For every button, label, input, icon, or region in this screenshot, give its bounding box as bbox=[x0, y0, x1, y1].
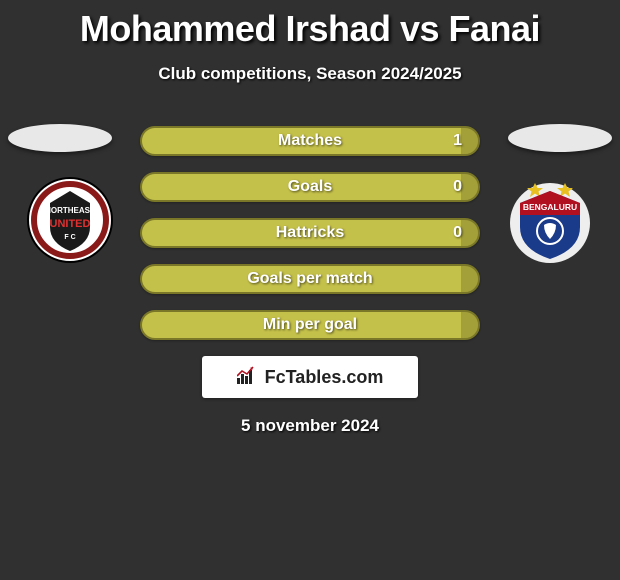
stat-label: Goals bbox=[142, 174, 478, 200]
stat-label: Hattricks bbox=[142, 220, 478, 246]
stat-value: 0 bbox=[453, 220, 462, 246]
branding-text: FcTables.com bbox=[265, 367, 384, 388]
club-badge-left: NORTHEAST UNITED F C bbox=[20, 175, 120, 265]
stat-value: 1 bbox=[453, 128, 462, 154]
club-badge-right: BENGALURU bbox=[500, 175, 600, 265]
stat-row-hattricks: Hattricks 0 bbox=[140, 218, 480, 248]
stat-value: 0 bbox=[453, 174, 462, 200]
stat-row-goals: Goals 0 bbox=[140, 172, 480, 202]
stat-label: Min per goal bbox=[142, 312, 478, 338]
svg-text:NORTHEAST: NORTHEAST bbox=[45, 206, 95, 215]
stats-container: Matches 1 Goals 0 Hattricks 0 Goals per … bbox=[140, 126, 480, 340]
stat-label: Matches bbox=[142, 128, 478, 154]
svg-text:F C: F C bbox=[64, 234, 75, 241]
date-text: 5 november 2024 bbox=[0, 416, 620, 436]
svg-text:UNITED: UNITED bbox=[50, 218, 91, 230]
branding-badge: FcTables.com bbox=[202, 356, 418, 398]
page-title: Mohammed Irshad vs Fanai bbox=[0, 0, 620, 50]
stat-row-min-per-goal: Min per goal bbox=[140, 310, 480, 340]
player-right-photo bbox=[508, 124, 612, 152]
stat-row-matches: Matches 1 bbox=[140, 126, 480, 156]
stat-label: Goals per match bbox=[142, 266, 478, 292]
svg-text:BENGALURU: BENGALURU bbox=[523, 202, 577, 212]
player-left-photo bbox=[8, 124, 112, 152]
stat-row-goals-per-match: Goals per match bbox=[140, 264, 480, 294]
subtitle: Club competitions, Season 2024/2025 bbox=[0, 64, 620, 84]
bar-chart-icon bbox=[237, 366, 259, 389]
